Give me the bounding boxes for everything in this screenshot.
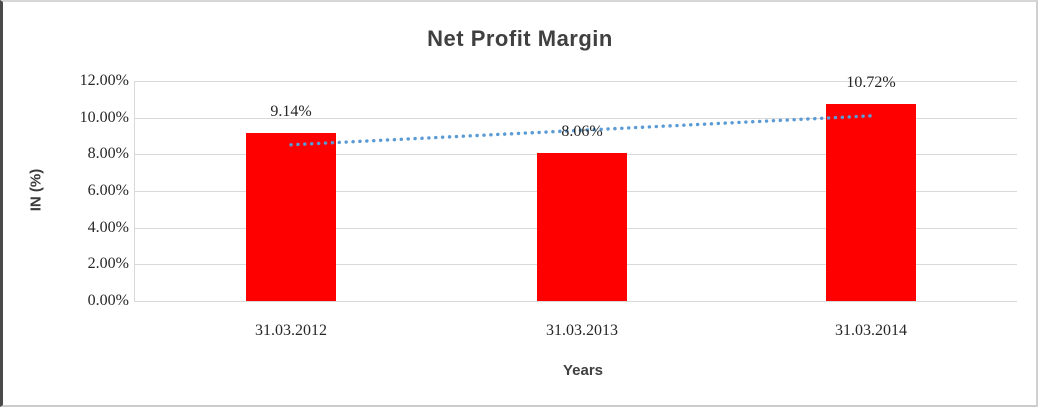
bar-data-label: 8.06% — [561, 123, 603, 141]
y-tick-label: 4.00% — [87, 218, 129, 236]
y-tick-label: 10.00% — [79, 108, 129, 126]
gridline — [134, 81, 1017, 82]
y-tick-label: 0.00% — [87, 292, 129, 309]
x-tick-label: 31.03.2013 — [546, 322, 618, 339]
y-axis-title: IN (%) — [27, 168, 45, 212]
y-tick-label: 12.00% — [79, 72, 129, 89]
bar-data-label: 9.14% — [270, 103, 312, 121]
y-tick-label: 8.00% — [87, 145, 129, 163]
gridline — [134, 301, 1017, 302]
bar — [246, 133, 336, 301]
chart-title: Net Profit Margin — [427, 26, 613, 51]
x-tick-label: 31.03.2014 — [835, 322, 907, 339]
x-tick-label: 31.03.2012 — [255, 322, 327, 339]
y-tick-label: 6.00% — [87, 182, 129, 199]
bar-data-label: 10.72% — [846, 74, 896, 92]
y-tick-label: 2.00% — [87, 255, 129, 273]
bar — [537, 153, 627, 301]
bar — [826, 104, 916, 301]
x-axis-title: Years — [562, 362, 604, 379]
y-axis-line — [134, 81, 135, 301]
